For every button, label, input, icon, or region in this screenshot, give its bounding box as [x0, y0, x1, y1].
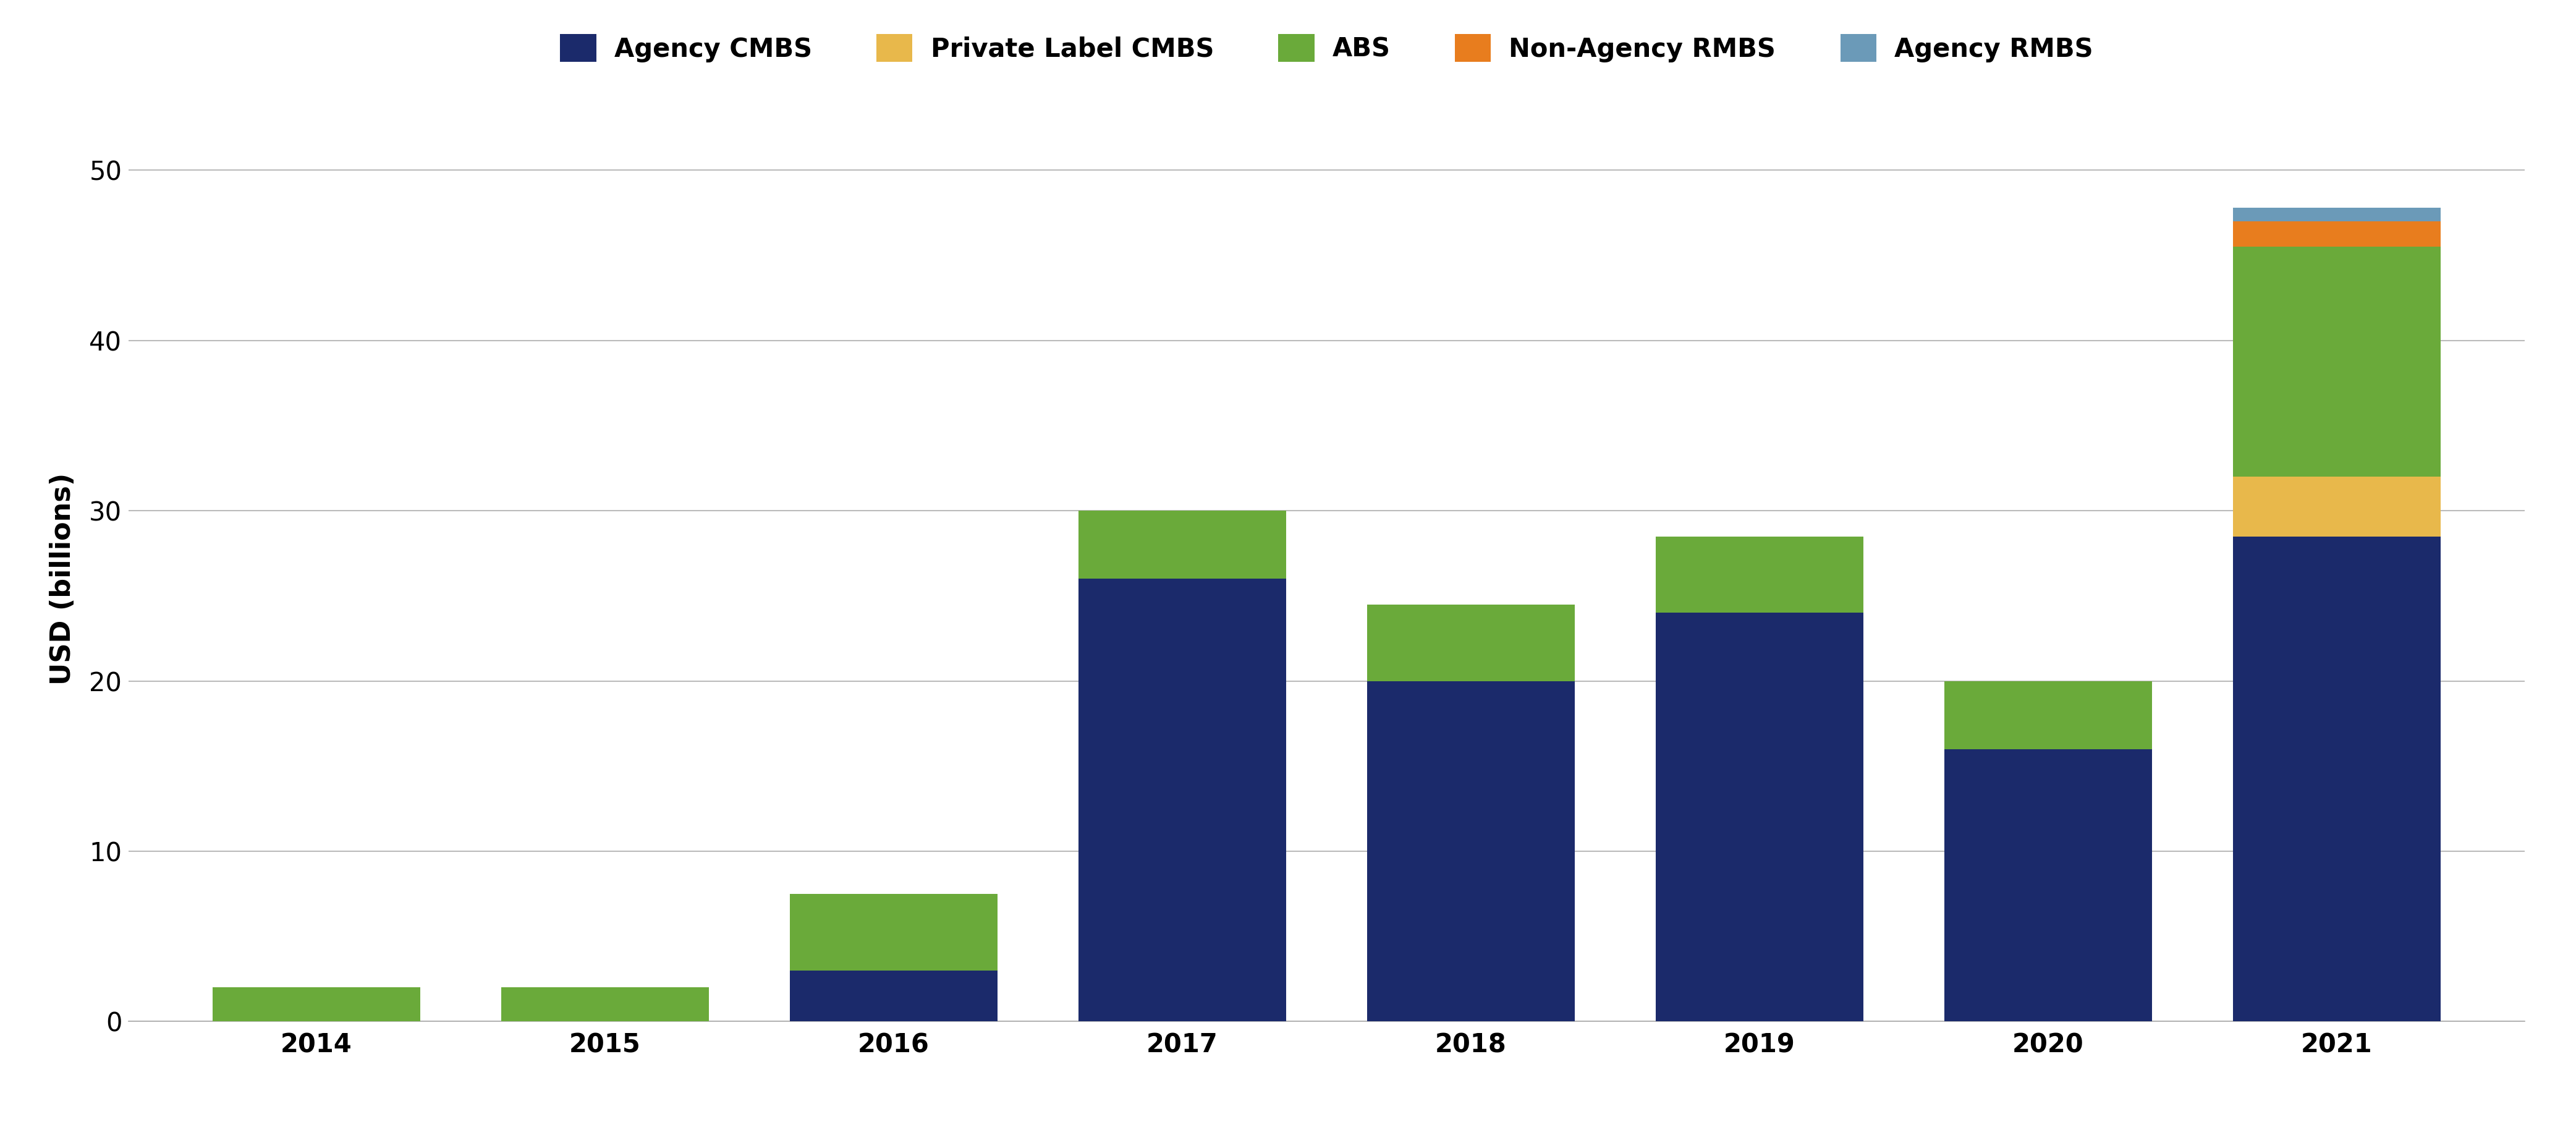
- Bar: [1945, 681, 2151, 749]
- Bar: [2233, 477, 2442, 536]
- Y-axis label: USD (billions): USD (billions): [49, 473, 77, 684]
- Bar: [1368, 604, 1574, 681]
- Bar: [1656, 536, 1862, 613]
- Bar: [1945, 749, 2151, 1022]
- Bar: [2233, 221, 2442, 246]
- Bar: [1368, 681, 1574, 1022]
- Bar: [2233, 208, 2442, 221]
- Bar: [1079, 511, 1285, 579]
- Legend: Agency CMBS, Private Label CMBS, ABS, Non-Agency RMBS, Agency RMBS: Agency CMBS, Private Label CMBS, ABS, No…: [559, 34, 2094, 62]
- Bar: [2233, 536, 2442, 1022]
- Bar: [211, 987, 420, 1022]
- Bar: [791, 970, 997, 1022]
- Bar: [791, 894, 997, 970]
- Bar: [1079, 579, 1285, 1022]
- Bar: [502, 987, 708, 1022]
- Bar: [2233, 246, 2442, 477]
- Bar: [1656, 613, 1862, 1022]
